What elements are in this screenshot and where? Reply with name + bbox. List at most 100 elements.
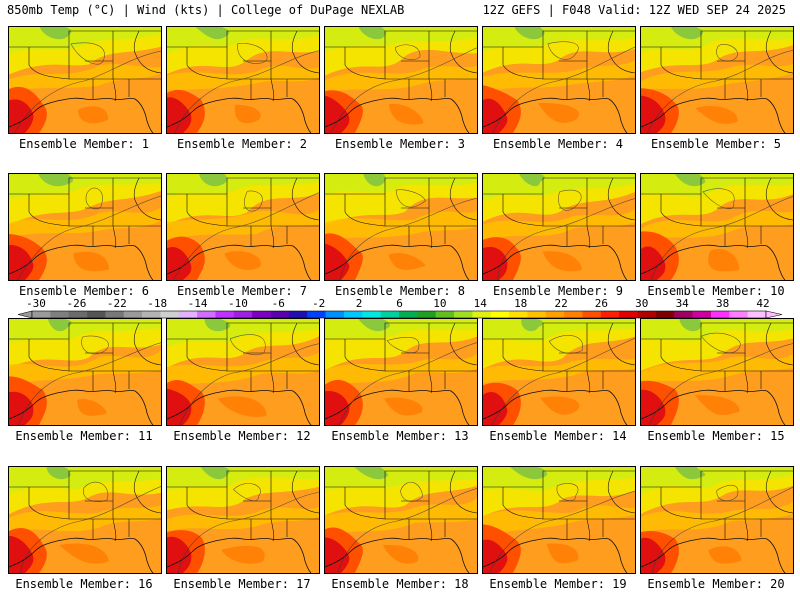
ensemble-map-3 [324, 26, 478, 134]
colorbar-swatch [288, 311, 308, 318]
ensemble-member-label: Ensemble Member: 4 [492, 137, 624, 151]
chart-title: 850mb Temp (°C) | Wind (kts) | College o… [7, 3, 405, 17]
ensemble-map-5 [640, 26, 794, 134]
ensemble-map-15 [640, 318, 794, 426]
ensemble-member-label: Ensemble Member: 10 [647, 284, 785, 298]
colorbar-tick-label: 38 [716, 297, 729, 310]
colorbar-swatch [655, 311, 675, 318]
colorbar-tick-label: -14 [188, 297, 208, 310]
ensemble-member-label: Ensemble Member: 7 [176, 284, 308, 298]
ensemble-member-label: Ensemble Member: 9 [492, 284, 624, 298]
ensemble-member-label: Ensemble Member: 1 [18, 137, 150, 151]
ensemble-member-label: Ensemble Member: 15 [647, 429, 785, 443]
colorbar-swatch [343, 311, 363, 318]
ensemble-member-label: Ensemble Member: 20 [647, 577, 785, 591]
colorbar-swatch [490, 311, 510, 318]
ensemble-member-label: Ensemble Member: 18 [331, 577, 469, 591]
colorbar-swatch [215, 311, 235, 318]
colorbar-swatch [325, 311, 345, 318]
ensemble-member-label: Ensemble Member: 13 [331, 429, 469, 443]
ensemble-member-label: Ensemble Member: 8 [334, 284, 466, 298]
ensemble-map-8 [324, 173, 478, 281]
ensemble-map-9 [482, 173, 636, 281]
ensemble-map-17 [166, 466, 320, 574]
ensemble-member-label: Ensemble Member: 14 [489, 429, 627, 443]
colorbar-swatch [509, 311, 528, 318]
colorbar-swatch [123, 311, 143, 318]
ensemble-map-4 [482, 26, 636, 134]
colorbar-tick-label: 42 [756, 297, 769, 310]
ensemble-map-20 [640, 466, 794, 574]
colorbar-tick-label: 6 [396, 297, 403, 310]
ensemble-member-label: Ensemble Member: 6 [18, 284, 150, 298]
colorbar-swatch [527, 311, 547, 318]
ensemble-map-16 [8, 466, 162, 574]
ensemble-map-10 [640, 173, 794, 281]
colorbar-swatch [710, 311, 730, 318]
colorbar-swatch [417, 311, 436, 318]
ensemble-member-label: Ensemble Member: 17 [173, 577, 311, 591]
ensemble-map-2 [166, 26, 320, 134]
colorbar-swatch [435, 311, 455, 318]
ensemble-map-19 [482, 466, 636, 574]
ensemble-map-12 [166, 318, 320, 426]
colorbar-swatch [160, 311, 180, 318]
ensemble-member-label: Ensemble Member: 5 [650, 137, 782, 151]
colorbar-swatch [142, 311, 161, 318]
colorbar-swatch [545, 311, 565, 318]
colorbar-right-arrow [765, 310, 783, 319]
ensemble-map-7 [166, 173, 320, 281]
ensemble-map-1 [8, 26, 162, 134]
colorbar-tick-label: 22 [554, 297, 567, 310]
colorbar-swatch [197, 311, 216, 318]
colorbar-swatch [399, 311, 418, 318]
model-run-info: 12Z GEFS | F048 Valid: 12Z WED SEP 24 20… [482, 3, 786, 17]
colorbar-swatch [68, 311, 88, 318]
colorbar-swatch [729, 311, 748, 318]
temperature-colorbar: -30 -26 -22 -18 -14 -10 -6 -2 2 6 10 14 18 22 26 30 34 38… [17, 297, 783, 319]
ensemble-member-label: Ensemble Member: 12 [173, 429, 311, 443]
colorbar-swatch [564, 311, 583, 318]
colorbar-left-arrow [17, 310, 33, 319]
ensemble-member-label: Ensemble Member: 3 [334, 137, 466, 151]
ensemble-map-11 [8, 318, 162, 426]
colorbar-swatch [747, 311, 767, 318]
colorbar-swatch [692, 311, 712, 318]
colorbar-swatch [674, 311, 693, 318]
colorbar-tick-label: 2 [356, 297, 363, 310]
ensemble-member-label: Ensemble Member: 11 [15, 429, 153, 443]
colorbar-tick-label: 26 [595, 297, 608, 310]
colorbar-tick-label: 10 [433, 297, 446, 310]
colorbar-swatch [32, 311, 51, 318]
colorbar-tick-label: -30 [26, 297, 46, 310]
colorbar-swatch [600, 311, 620, 318]
colorbar-swatch [270, 311, 290, 318]
colorbar-tick-label: 34 [676, 297, 690, 310]
colorbar-tick-label: -18 [147, 297, 167, 310]
colorbar-swatch [619, 311, 638, 318]
colorbar-tick-label: -22 [107, 297, 127, 310]
ensemble-map-18 [324, 466, 478, 574]
colorbar-swatch [233, 311, 253, 318]
colorbar-swatch [307, 311, 326, 318]
colorbar-swatch [637, 311, 657, 318]
ensemble-member-label: Ensemble Member: 16 [15, 577, 153, 591]
colorbar-tick-label: -6 [272, 297, 285, 310]
colorbar-swatch [362, 311, 381, 318]
colorbar-tick-label: 14 [474, 297, 488, 310]
colorbar-tick-label: 18 [514, 297, 527, 310]
colorbar-swatch [87, 311, 106, 318]
colorbar-swatch [472, 311, 492, 318]
colorbar-swatch [380, 311, 400, 318]
colorbar-tick-label: -2 [312, 297, 325, 310]
colorbar-swatch [178, 311, 198, 318]
colorbar-tick-label: -26 [66, 297, 86, 310]
ensemble-member-label: Ensemble Member: 19 [489, 577, 627, 591]
ensemble-map-14 [482, 318, 636, 426]
colorbar-swatch [582, 311, 602, 318]
colorbar-swatch [454, 311, 473, 318]
colorbar-tick-label: -10 [228, 297, 248, 310]
ensemble-map-13 [324, 318, 478, 426]
colorbar-swatch [105, 311, 125, 318]
colorbar-swatch [50, 311, 69, 318]
